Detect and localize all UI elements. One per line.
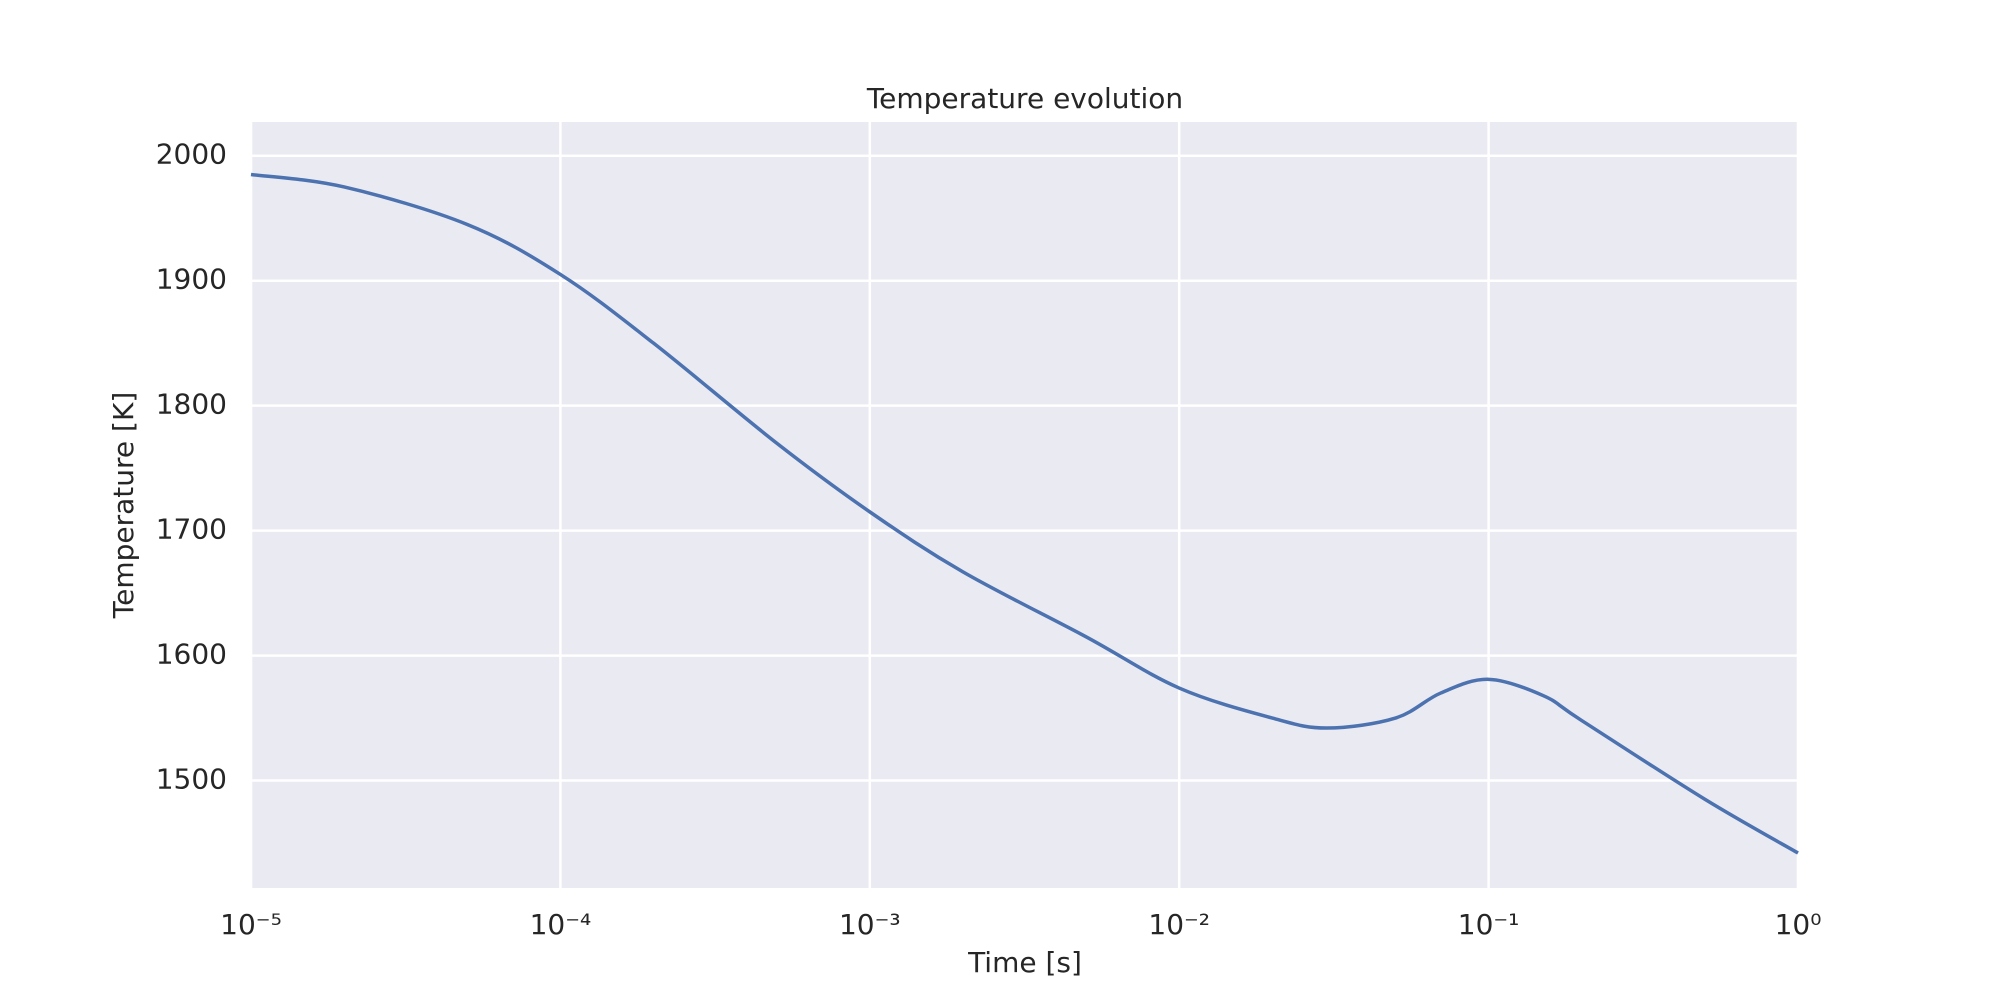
x-axis-label: Time [s] <box>967 946 1082 979</box>
x-tick-label: 10⁰ <box>1775 908 1822 941</box>
x-tick-label: 10⁻³ <box>839 908 901 941</box>
chart-title: Temperature evolution <box>866 82 1183 115</box>
y-tick-label: 1600 <box>156 638 227 671</box>
y-axis-label: Temperature [K] <box>107 392 140 619</box>
x-tick-label: 10⁻¹ <box>1458 908 1520 941</box>
plot-area <box>251 122 1798 888</box>
y-tick-label: 1900 <box>156 263 227 296</box>
x-tick-label: 10⁻⁴ <box>530 908 592 941</box>
y-tick-label: 1500 <box>156 763 227 796</box>
y-tick-label: 1700 <box>156 513 227 546</box>
x-tick-label: 10⁻² <box>1148 908 1210 941</box>
y-tick-label: 2000 <box>156 138 227 171</box>
x-tick-label: 10⁻⁵ <box>220 908 282 941</box>
y-tick-label: 1800 <box>156 388 227 421</box>
line-series <box>250 172 1799 855</box>
